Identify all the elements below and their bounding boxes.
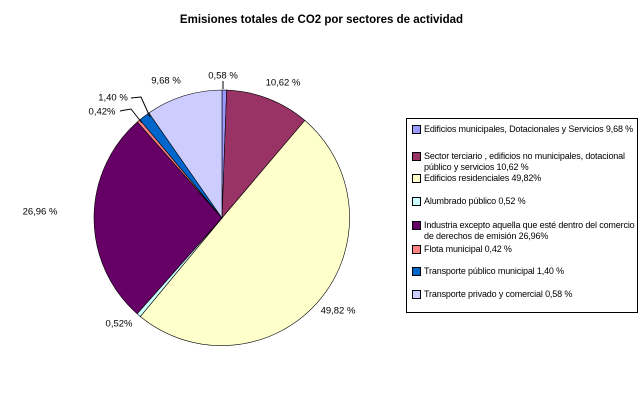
legend-marker xyxy=(412,290,421,299)
slice-label: 49,82 % xyxy=(320,305,356,317)
legend-label: Sector terciario , edificios no municipa… xyxy=(424,151,625,172)
legend-label: Edificios municipales, Dotacionales y Se… xyxy=(424,124,633,134)
slice-label: 9,68 % xyxy=(151,75,181,87)
legend-marker xyxy=(412,152,421,161)
legend-label: Edificios residenciales 49,82% xyxy=(424,173,542,183)
legend-label: Flota municipal 0,42 % xyxy=(424,244,512,254)
legend-item: Flota municipal 0,42 % xyxy=(412,244,512,255)
legend-label: Transporte público municipal 1,40 % xyxy=(424,266,564,276)
legend-item: Sector terciario , edificios no municipa… xyxy=(412,151,625,173)
legend-item: Transporte público municipal 1,40 % xyxy=(412,266,564,277)
slice-label: 0,58 % xyxy=(208,70,238,82)
legend-label: Transporte privado y comercial 0,58 % xyxy=(424,289,573,299)
slice-label: 1,40 % xyxy=(98,92,128,104)
pie-slice xyxy=(221,89,306,219)
legend-marker xyxy=(412,125,421,134)
legend-marker xyxy=(412,245,421,254)
legend-box: Edificios municipales, Dotacionales y Se… xyxy=(406,118,638,313)
legend-marker xyxy=(412,174,421,183)
legend-item: Edificios municipales, Dotacionales y Se… xyxy=(412,124,633,135)
slice-label: 10,62 % xyxy=(265,77,301,89)
pie-slice xyxy=(139,119,350,346)
legend-item: Transporte privado y comercial 0,58 % xyxy=(412,289,572,300)
slice-label: 26,96 % xyxy=(22,206,58,218)
legend-label: Industria excepto aquella que esté dentr… xyxy=(424,220,635,241)
legend-marker xyxy=(412,197,421,206)
slice-label: 0,52% xyxy=(105,318,133,330)
slice-leader-line xyxy=(119,108,143,124)
pie-slice xyxy=(148,89,223,219)
chart-title: Emisiones totales de CO2 por sectores de… xyxy=(179,14,464,26)
legend-item: Industria excepto aquella que esté dentr… xyxy=(412,220,635,242)
slice-leader-line xyxy=(130,96,151,118)
legend-item: Edificios residenciales 49,82% xyxy=(412,173,541,184)
legend-marker xyxy=(412,221,421,230)
legend-label: Alumbrado público 0,52 % xyxy=(424,196,526,206)
pie-slice xyxy=(93,121,223,315)
legend-item: Alumbrado público 0,52 % xyxy=(412,196,526,207)
legend-marker xyxy=(412,267,421,276)
slice-label: 0,42% xyxy=(88,106,116,118)
